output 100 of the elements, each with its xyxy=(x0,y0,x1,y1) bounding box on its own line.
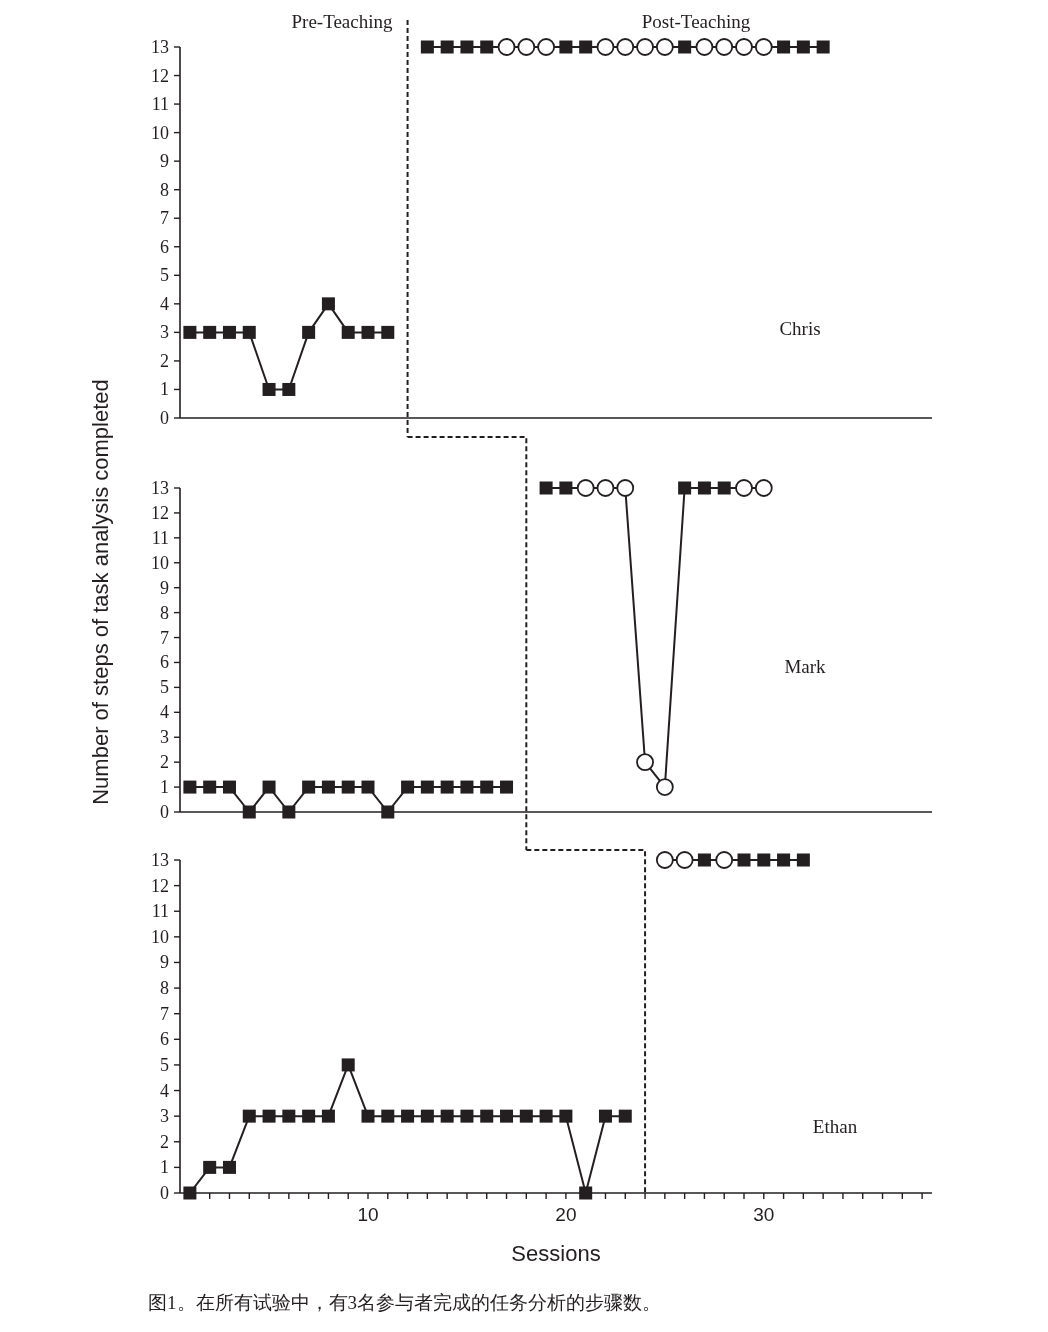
point xyxy=(440,780,454,794)
point xyxy=(695,38,714,56)
y-tick-label: 6 xyxy=(160,652,169,673)
point xyxy=(618,1109,632,1123)
point xyxy=(420,40,434,54)
y-tick-label: 10 xyxy=(151,926,169,947)
point xyxy=(282,1109,296,1123)
point xyxy=(381,805,395,819)
point xyxy=(559,40,573,54)
y-tick-label: 0 xyxy=(160,408,169,428)
point xyxy=(460,780,474,794)
point xyxy=(735,479,753,497)
y-tick-label: 4 xyxy=(160,702,169,723)
point xyxy=(796,853,810,867)
point xyxy=(321,780,335,794)
text: Ethan xyxy=(812,1115,858,1137)
point xyxy=(777,40,791,54)
point xyxy=(480,1109,494,1123)
y-tick-label: 3 xyxy=(160,322,169,343)
point xyxy=(262,382,276,396)
point xyxy=(222,325,236,339)
y-tick-label: 12 xyxy=(151,65,169,86)
point xyxy=(341,1058,355,1072)
y-tick-label: 13 xyxy=(151,478,169,498)
point xyxy=(381,325,395,339)
point xyxy=(537,38,556,56)
y-tick-label: 11 xyxy=(151,901,169,922)
y-tick-label: 13 xyxy=(151,850,169,870)
y-tick-label: 0 xyxy=(160,802,169,822)
text: Post-Teaching xyxy=(641,11,751,32)
point xyxy=(341,325,355,339)
y-tick-label: 7 xyxy=(160,1003,169,1024)
x-axis-title: Sessions xyxy=(511,1241,601,1266)
y-tick-label: 5 xyxy=(160,1054,169,1075)
caption: 图1。在所有试验中，有3名参与者完成的任务分析的步骤数。 xyxy=(148,1292,661,1313)
point xyxy=(796,40,810,54)
point xyxy=(579,40,593,54)
point xyxy=(401,1109,415,1123)
point xyxy=(361,325,375,339)
y-tick-label: 1 xyxy=(160,1157,169,1178)
point xyxy=(183,780,197,794)
y-tick-label: 10 xyxy=(151,122,169,143)
point xyxy=(697,481,711,495)
point xyxy=(655,851,674,869)
text: Mark xyxy=(784,655,827,677)
y-tick-label: 8 xyxy=(160,602,169,623)
y-tick-label: 10 xyxy=(151,552,169,573)
point xyxy=(420,1109,434,1123)
point xyxy=(222,1160,236,1174)
point xyxy=(381,1109,395,1123)
point xyxy=(735,38,753,56)
point xyxy=(321,1109,335,1123)
y-axis-title: Number of steps of task analysis completed xyxy=(87,379,113,805)
y-tick-label: 12 xyxy=(151,502,169,523)
point xyxy=(302,780,316,794)
point xyxy=(576,479,595,497)
point xyxy=(302,325,316,339)
point xyxy=(460,40,474,54)
point xyxy=(203,780,217,794)
point xyxy=(715,38,734,56)
y-tick-label: 9 xyxy=(160,577,169,598)
x-tick-label: 10 xyxy=(357,1204,379,1225)
point xyxy=(539,1109,553,1123)
point xyxy=(361,780,375,794)
point xyxy=(715,851,734,869)
point xyxy=(242,325,256,339)
y-tick-label: 4 xyxy=(160,293,169,314)
point xyxy=(302,1109,316,1123)
point xyxy=(420,780,434,794)
point xyxy=(697,853,711,867)
point xyxy=(517,38,536,56)
y-tick-label: 9 xyxy=(160,952,169,973)
point xyxy=(519,1109,533,1123)
y-tick-label: 3 xyxy=(160,727,169,748)
text: Chris xyxy=(779,318,821,340)
y-tick-label: 13 xyxy=(151,37,169,57)
y-tick-label: 0 xyxy=(160,1183,169,1203)
y-tick-label: 2 xyxy=(160,350,169,371)
y-tick-label: 9 xyxy=(160,151,169,172)
y-tick-label: 6 xyxy=(160,1029,169,1050)
y-tick-label: 8 xyxy=(160,978,169,999)
point xyxy=(655,38,674,56)
point xyxy=(262,780,276,794)
point xyxy=(460,1109,474,1123)
x-tick-label: 30 xyxy=(753,1204,775,1225)
y-tick-label: 6 xyxy=(160,236,169,257)
point xyxy=(717,481,731,495)
point xyxy=(678,40,692,54)
x-tick-label: 20 xyxy=(555,1204,577,1225)
point xyxy=(183,1186,197,1200)
point xyxy=(754,479,773,497)
point xyxy=(497,38,516,56)
point xyxy=(559,1109,573,1123)
point xyxy=(183,325,197,339)
point xyxy=(559,481,573,495)
point xyxy=(500,1109,514,1123)
y-tick-label: 3 xyxy=(160,1106,169,1127)
point xyxy=(579,1186,593,1200)
y-tick-label: 5 xyxy=(160,677,169,698)
point xyxy=(242,1109,256,1123)
